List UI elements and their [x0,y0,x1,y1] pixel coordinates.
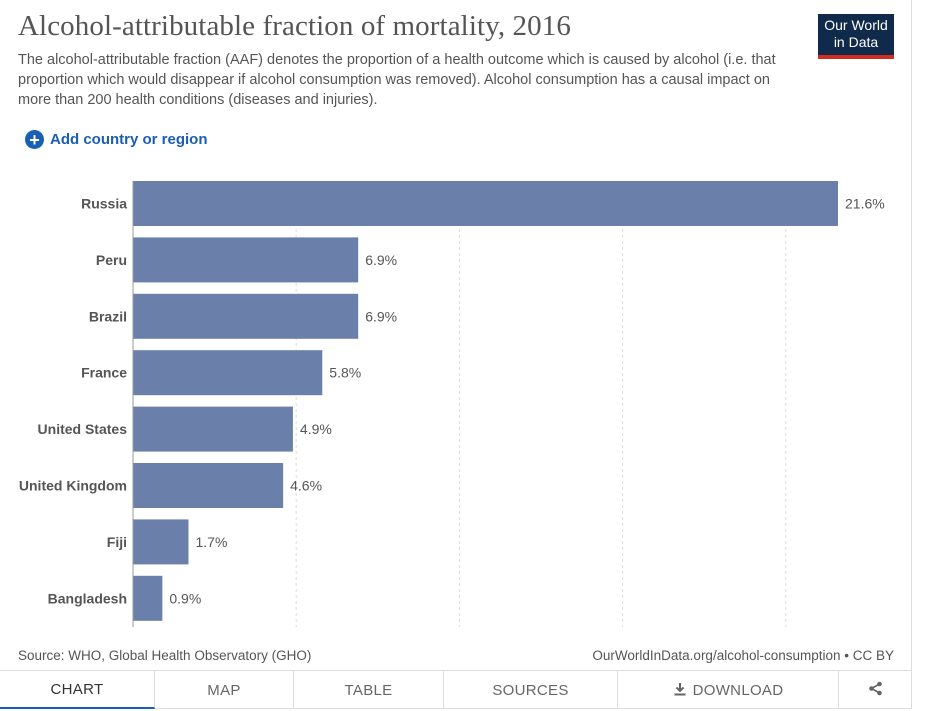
bar [133,575,163,621]
category-label: Brazil [89,308,127,324]
tab-chart[interactable]: CHART [0,671,155,709]
tab-sources[interactable]: SOURCES [444,671,618,709]
category-label: Peru [96,252,127,268]
source-url-link[interactable]: OurWorldInData.org/alcohol-consumption •… [592,648,894,663]
tab-sources-label: SOURCES [492,681,569,699]
value-label: 4.6% [290,478,322,494]
value-label: 6.9% [365,308,397,324]
value-label: 4.9% [300,421,332,437]
value-label: 21.6% [845,196,885,212]
value-label: 5.8% [329,365,361,381]
tab-download-label: DOWNLOAD [692,681,784,699]
bar-chart: Russia 21.6% Peru 6.9% Brazil 6.9% France 5.8% U… [19,181,885,627]
bar [133,519,189,565]
tab-table-label: TABLE [344,681,393,699]
tab-map-label: MAP [207,681,241,699]
add-country-button[interactable]: + Add country or region [25,130,208,149]
chart-subtitle: The alcohol-attributable fraction (AAF) … [18,52,776,108]
download-icon [673,682,687,699]
category-label: Russia [81,196,127,212]
value-label: 1.7% [195,534,227,550]
tab-bar: CHART MAP TABLE SOURCES DOWNLOAD [0,670,911,709]
logo-line-2: in Data [833,34,879,50]
plus-circle-icon: + [25,130,44,149]
bar [133,293,359,339]
category-label: France [81,365,127,381]
bar [133,406,293,452]
tab-chart-label: CHART [50,680,104,698]
category-label: United Kingdom [19,478,127,494]
category-label: Bangladesh [48,590,127,606]
bar [133,181,838,226]
bar [133,237,359,283]
share-button[interactable] [839,671,911,709]
bar [133,350,323,396]
category-label: Fiji [107,534,127,550]
tab-table[interactable]: TABLE [294,671,444,709]
bar [133,463,284,508]
value-label: 0.9% [169,590,201,606]
value-label: 6.9% [365,252,397,268]
tab-download[interactable]: DOWNLOAD [618,671,839,709]
share-icon [868,681,883,700]
owid-logo[interactable]: Our World in Data [818,14,894,59]
source-note: Source: WHO, Global Health Observatory (… [18,648,312,663]
category-label: United States [38,421,128,437]
page-title: Alcohol-attributable fraction of mortali… [18,10,571,42]
logo-line-1: Our World [824,17,888,33]
tab-map[interactable]: MAP [155,671,294,709]
add-country-label: Add country or region [50,131,208,148]
